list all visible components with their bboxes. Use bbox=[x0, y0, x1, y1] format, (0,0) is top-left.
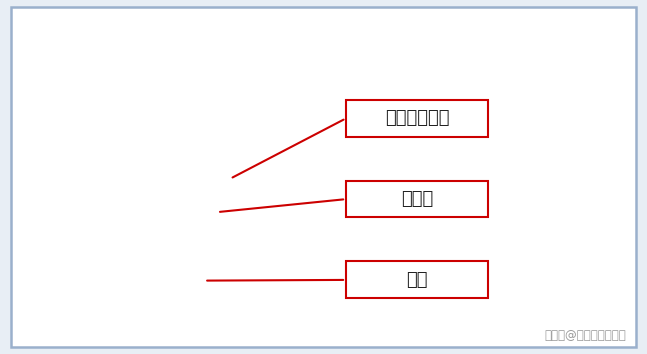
Text: 物镜及转换器: 物镜及转换器 bbox=[385, 109, 449, 127]
FancyBboxPatch shape bbox=[346, 100, 488, 137]
Text: 聚光器: 聚光器 bbox=[400, 190, 433, 208]
Text: 搜狐号@深蓝云生物科技: 搜狐号@深蓝云生物科技 bbox=[545, 329, 626, 342]
FancyBboxPatch shape bbox=[346, 181, 488, 217]
FancyBboxPatch shape bbox=[346, 261, 488, 298]
FancyBboxPatch shape bbox=[11, 7, 636, 347]
Text: 光源: 光源 bbox=[406, 271, 428, 289]
